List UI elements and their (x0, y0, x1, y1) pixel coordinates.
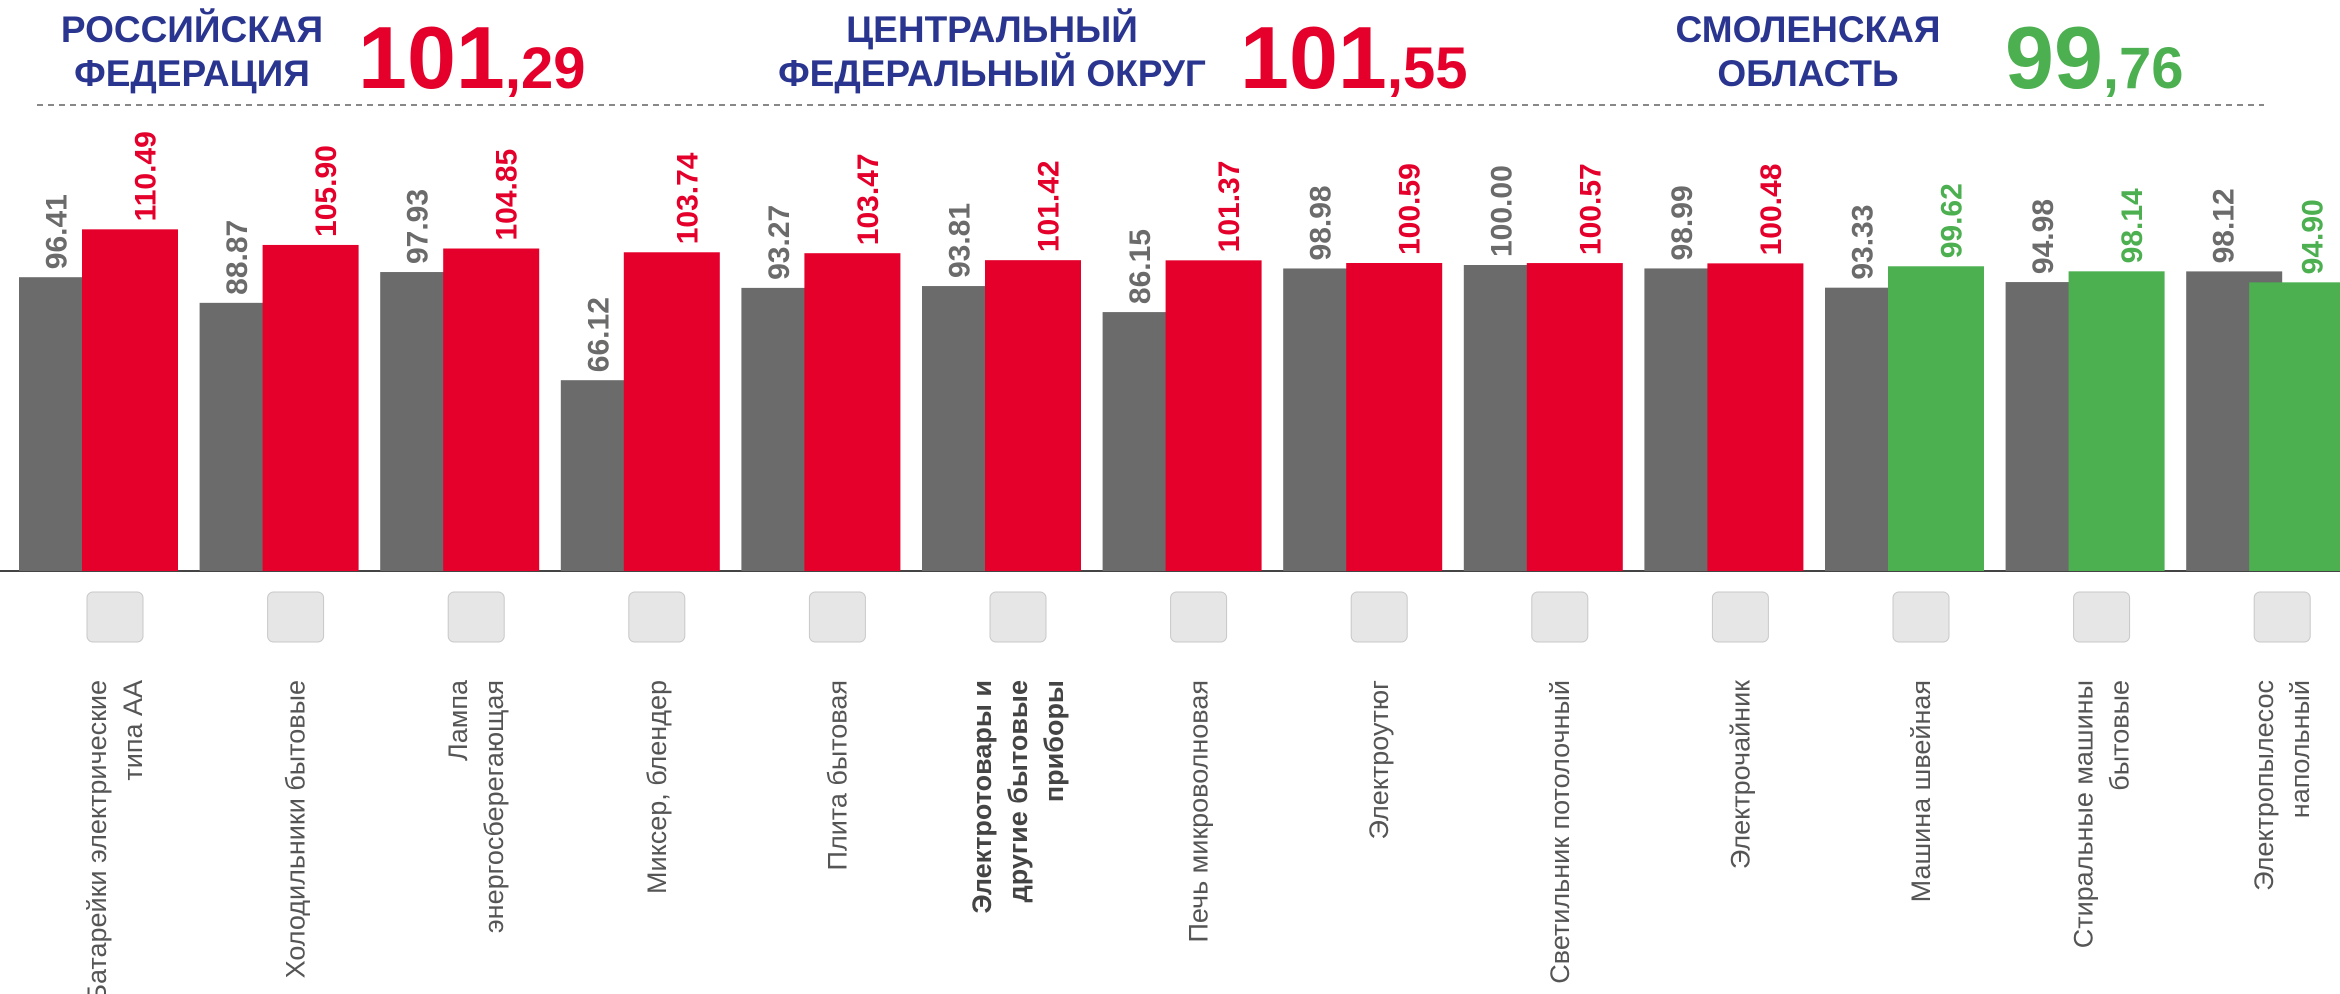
bar (2249, 282, 2340, 571)
value-label: 86.15 (1124, 229, 1157, 304)
header-value-int: 101 (358, 8, 505, 107)
category-label: Плита бытовая (822, 680, 852, 870)
category-icon (447, 591, 505, 643)
header-value: 99,76 (2005, 8, 2184, 107)
category-label: Холодильники бытовые (281, 680, 311, 978)
category-label: Батарейки электрические (82, 680, 112, 994)
header-value: 101,55 (1240, 8, 1467, 107)
category-label: приборы (1039, 680, 1069, 802)
category-label: Печь микроволновая (1184, 680, 1214, 942)
category-icon (628, 591, 686, 643)
category-icon (2253, 591, 2311, 643)
header-label: ФЕДЕРАЦИЯ (74, 53, 310, 94)
category-icon (989, 591, 1047, 643)
value-label: 103.74 (671, 152, 704, 244)
value-label: 110.49 (130, 131, 163, 221)
category-label: бытовые (2105, 680, 2135, 791)
category-icon (1170, 591, 1228, 643)
value-label: 100.57 (1574, 163, 1607, 255)
header-value: 101,29 (358, 8, 585, 107)
value-label: 94.98 (2027, 199, 2060, 274)
category-icon (267, 591, 325, 643)
value-label: 66.12 (582, 297, 615, 372)
header-value-frac: ,55 (1387, 36, 1468, 101)
value-label: 97.93 (402, 189, 435, 264)
category-icon (808, 591, 866, 643)
category-icon (1711, 591, 1769, 643)
bar (1346, 262, 1443, 571)
value-label: 103.47 (852, 153, 885, 245)
value-label: 99.62 (1936, 183, 1969, 258)
bar (82, 229, 178, 572)
value-label: 100.48 (1755, 164, 1788, 256)
bar (262, 244, 359, 571)
header-label: ЦЕНТРАЛЬНЫЙ (846, 8, 1138, 50)
category-icon (86, 591, 144, 643)
value-label: 98.99 (1666, 185, 1699, 260)
category-label: Электротовары и (967, 680, 997, 914)
bar (985, 260, 1081, 571)
header-value-int: 101 (1240, 8, 1387, 107)
category-label: Электропылесос (2249, 680, 2279, 891)
category-icon (1531, 591, 1589, 643)
header-value-frac: ,29 (505, 36, 586, 101)
category-label: Электроутюг (1364, 680, 1394, 840)
value-label: 93.33 (1847, 205, 1880, 280)
header-label: СМОЛЕНСКАЯ (1676, 9, 1941, 50)
value-label: 98.98 (1305, 185, 1338, 260)
category-label: Миксер, блендер (642, 680, 672, 894)
bar (1165, 260, 1262, 571)
header-label: ФЕДЕРАЛЬНЫЙ ОКРУГ (778, 52, 1206, 94)
category-label: Электрочайник (1725, 680, 1755, 869)
header-value-frac: ,76 (2103, 36, 2184, 101)
header-label: РОССИЙСКАЯ (61, 8, 323, 50)
value-label: 98.14 (2116, 188, 2149, 263)
value-label: 88.87 (221, 220, 254, 295)
bar (1526, 263, 1623, 571)
value-label: 93.27 (763, 205, 796, 280)
value-label: 101.37 (1213, 161, 1246, 253)
value-label: 93.81 (944, 203, 977, 278)
value-label: 98.12 (2208, 188, 2241, 263)
category-icon (2073, 591, 2131, 643)
value-label: 94.90 (2297, 199, 2330, 274)
value-label: 101.42 (1033, 160, 1066, 252)
bar (1888, 266, 1984, 571)
header-value-int: 99 (2005, 8, 2103, 107)
category-icon (1892, 591, 1950, 643)
category-icon (1350, 591, 1408, 643)
bar (2068, 271, 2165, 571)
bar (443, 248, 540, 571)
category-label: энергосберегающая (479, 680, 509, 933)
category-label: Машина швейная (1906, 680, 1936, 902)
category-label: другие бытовые (1003, 680, 1033, 902)
value-label: 100.59 (1394, 163, 1427, 255)
bar (804, 253, 901, 571)
category-label: Стиральные машины (2069, 680, 2099, 948)
value-label: 96.41 (41, 194, 74, 269)
bar (623, 252, 720, 571)
bar (1707, 263, 1804, 571)
header-label: ОБЛАСТЬ (1717, 53, 1898, 94)
category-label: напольный (2285, 680, 2315, 818)
value-label: 104.85 (491, 149, 524, 241)
category-label: Лампа (443, 679, 473, 761)
value-label: 105.90 (310, 145, 343, 237)
value-label: 100.00 (1485, 165, 1518, 257)
category-label: типа АА (118, 680, 148, 781)
category-label: Светильник потолочный (1545, 680, 1575, 984)
